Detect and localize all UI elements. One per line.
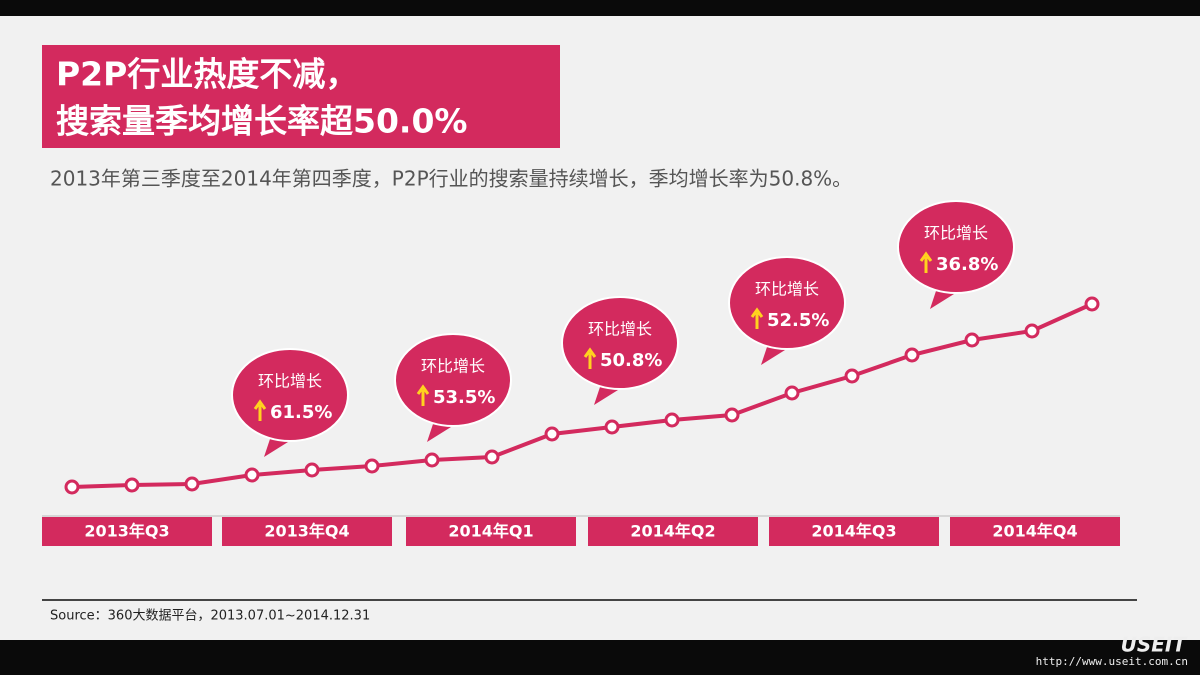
line: [71, 302, 1093, 489]
subtitle: 2013年第三季度至2014年第四季度，P2P行业的搜索量持续增长，季均增长率为…: [50, 167, 852, 191]
url: http://www.useit.com.cn: [1036, 655, 1188, 668]
point: [364, 458, 380, 474]
point: [64, 479, 80, 495]
group-label: 2014年Q1: [448, 522, 533, 541]
callout: 环比增长 61.5%: [231, 348, 349, 457]
title-box: [42, 45, 560, 148]
up-arrow: [253, 399, 267, 421]
up-arrow: [416, 384, 430, 406]
callout-title: 环比增长: [924, 224, 988, 243]
group-box: [42, 517, 212, 546]
callout-title: 环比增长: [258, 372, 322, 391]
callout-value: 36.8%: [936, 254, 998, 275]
point: [124, 477, 140, 493]
up-arrow: [919, 251, 933, 273]
point: [604, 419, 620, 435]
up-arrow: [750, 307, 764, 329]
group-box: [769, 517, 939, 546]
point: [304, 462, 320, 478]
group-box: [588, 517, 758, 546]
callout-value: 61.5%: [270, 402, 332, 423]
group-label: 2013年Q4: [264, 522, 349, 541]
point: [964, 332, 980, 348]
callout-bubble: [897, 200, 1015, 294]
point: [424, 452, 440, 468]
callout-bubble: [728, 256, 846, 350]
callout-value: 53.5%: [433, 387, 495, 408]
callout-value: 52.5%: [767, 310, 829, 331]
source: Source：360大数据平台，2013.07.01~2014.12.31: [50, 609, 370, 624]
point: [904, 347, 920, 363]
callout-value: 50.8%: [600, 350, 662, 371]
callout-title: 环比增长: [588, 320, 652, 339]
callout-bubble: [394, 333, 512, 427]
brand: USEIT: [1121, 633, 1188, 657]
title-line: P2P行业热度不减，: [56, 55, 358, 94]
callout-bubble: [231, 348, 349, 442]
point: [1084, 296, 1100, 312]
callout: 环比增长 52.5%: [728, 256, 846, 365]
point: [484, 449, 500, 465]
callout: 环比增长 53.5%: [394, 333, 512, 442]
group-box: [222, 517, 392, 546]
point: [784, 385, 800, 401]
point: [664, 412, 680, 428]
group-label: 2014年Q2: [630, 522, 715, 541]
callout: 环比增长 36.8%: [897, 200, 1015, 309]
group-box: [406, 517, 576, 546]
point: [844, 368, 860, 384]
point: [1024, 323, 1040, 339]
point: [544, 426, 560, 442]
callout-bubble: [561, 296, 679, 390]
title-line: 搜索量季均增长率超50.0%: [56, 102, 468, 141]
callout-title: 环比增长: [421, 357, 485, 376]
up-arrow: [583, 347, 597, 369]
group-label: 2014年Q3: [811, 522, 896, 541]
point: [724, 407, 740, 423]
group-label: 2013年Q3: [84, 522, 169, 541]
bottom-bar: [0, 640, 1200, 675]
point: [244, 467, 260, 483]
group-label: 2014年Q4: [992, 522, 1077, 541]
point: [184, 476, 200, 492]
top-bar: [0, 0, 1200, 16]
callout-title: 环比增长: [755, 280, 819, 299]
callout: 环比增长 50.8%: [561, 296, 679, 405]
group-box: [950, 517, 1120, 546]
